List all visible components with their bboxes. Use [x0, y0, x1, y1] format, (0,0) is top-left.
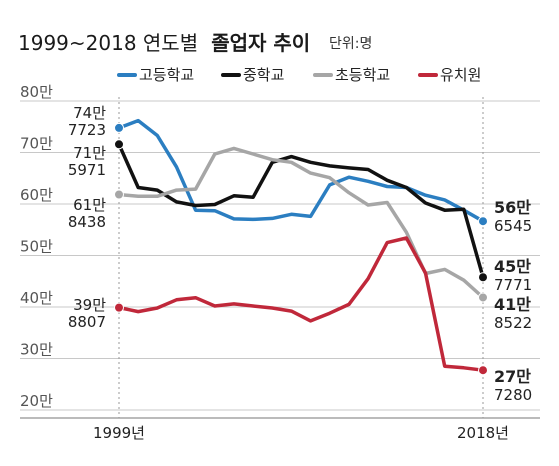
y-tick-label: 60만: [20, 186, 53, 204]
endpoint-marker: [478, 292, 488, 303]
end-value-bottom: 8522: [494, 314, 532, 332]
y-tick-label: 50만: [20, 238, 53, 256]
end-value-bottom: 7280: [494, 386, 532, 404]
y-tick-label: 20만: [20, 392, 53, 410]
end-value-bottom: 6545: [494, 217, 532, 235]
start-value-top: 39만: [73, 296, 106, 314]
legend-label: 고등학교: [139, 66, 194, 84]
series: [114, 146, 488, 303]
y-tick-label: 70만: [20, 135, 53, 153]
legend-item: 유치원: [418, 66, 481, 84]
chart-title: 1999~2018 연도별 졸업자 추이: [18, 31, 310, 55]
y-tick-label: 30만: [20, 341, 53, 359]
series: [114, 139, 488, 283]
legend-label: 초등학교: [335, 66, 390, 84]
x-tick-label: 1999년: [93, 424, 145, 442]
endpoint-marker: [478, 216, 488, 227]
series-line: [117, 146, 485, 300]
end-value-top: 56만: [494, 198, 531, 217]
end-value-bottom: 7771: [494, 276, 532, 294]
start-value-bottom: 8807: [68, 313, 106, 331]
series: [114, 236, 488, 376]
x-axis: 1999년 2018년: [20, 97, 540, 442]
end-value-top: 45만: [494, 257, 531, 276]
x-tick-label: 2018년: [457, 424, 509, 442]
unit-label: 단위:명: [329, 36, 372, 52]
y-axis-ticks: 80만 70만 60만 50만 40만 30만 20만: [20, 83, 53, 410]
y-tick-label: 40만: [20, 289, 53, 307]
end-value-top: 27만: [494, 367, 531, 386]
endpoint-marker: [114, 302, 124, 313]
endpoint-marker: [478, 365, 488, 376]
endpoint-marker: [114, 139, 124, 150]
start-value-bottom: 5971: [68, 161, 106, 179]
endpoint-marker: [114, 189, 124, 200]
chart-title-main: 1999~2018 연도별: [18, 31, 198, 55]
start-value-top: 74만: [73, 104, 106, 122]
start-value-bottom: 7723: [68, 121, 106, 139]
start-value-top: 71만: [73, 144, 106, 162]
start-value-bottom: 8438: [68, 213, 106, 231]
endpoint-marker: [478, 272, 488, 283]
series-line: [117, 118, 485, 223]
series-lines: [114, 118, 488, 376]
legend-item: 고등학교: [117, 66, 194, 84]
y-tick-label: 80만: [20, 83, 53, 101]
legend: 고등학교 중학교 초등학교 유치원: [117, 66, 481, 84]
grid: [20, 100, 540, 411]
series: [114, 118, 488, 227]
legend-label: 중학교: [243, 66, 284, 84]
legend-item: 초등학교: [313, 66, 390, 84]
legend-label: 유치원: [440, 66, 481, 84]
legend-item: 중학교: [221, 66, 284, 84]
start-value-top: 61만: [73, 196, 106, 214]
series-line: [117, 142, 485, 279]
endpoint-marker: [114, 122, 124, 133]
chart-title-bold: 졸업자 추이: [211, 31, 310, 55]
end-value-top: 41만: [494, 295, 531, 314]
series-line: [117, 236, 485, 372]
